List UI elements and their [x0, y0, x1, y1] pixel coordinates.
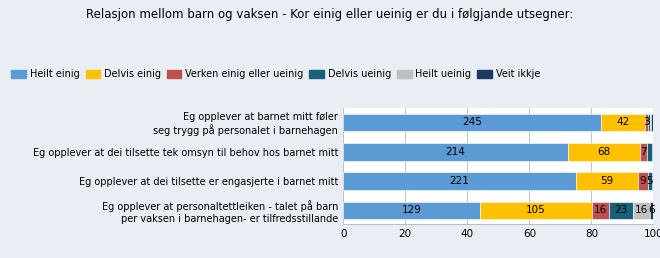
Bar	[343, 143, 568, 160]
Text: 42: 42	[616, 117, 630, 127]
Text: 68: 68	[597, 147, 611, 157]
Text: 6: 6	[649, 205, 655, 215]
Bar	[650, 201, 653, 219]
Legend: Heilt einig, Delvis einig, Verken einig eller ueinig, Delvis ueinig, Heilt ueini: Heilt einig, Delvis einig, Verken einig …	[11, 69, 540, 79]
Bar	[633, 201, 650, 219]
Bar	[648, 114, 650, 131]
Bar	[650, 114, 651, 131]
Text: 16: 16	[593, 205, 607, 215]
Text: 9: 9	[640, 176, 646, 186]
Text: 129: 129	[402, 205, 422, 215]
Bar	[343, 201, 480, 219]
Bar	[609, 201, 633, 219]
Text: 245: 245	[462, 117, 482, 127]
Bar	[645, 114, 648, 131]
Text: 3: 3	[644, 117, 650, 127]
Text: 7: 7	[640, 147, 647, 157]
Bar	[638, 172, 647, 190]
Bar	[343, 114, 601, 131]
Text: 16: 16	[635, 205, 648, 215]
Bar	[651, 114, 653, 131]
Bar	[640, 143, 647, 160]
Bar	[576, 172, 638, 190]
Text: 105: 105	[526, 205, 546, 215]
Bar	[647, 143, 651, 160]
Bar	[480, 201, 591, 219]
Text: 221: 221	[449, 176, 469, 186]
Bar	[343, 172, 576, 190]
Text: 214: 214	[446, 147, 465, 157]
Bar	[601, 114, 645, 131]
Bar	[568, 143, 640, 160]
Text: 5: 5	[646, 176, 653, 186]
Text: 59: 59	[600, 176, 614, 186]
Bar	[651, 143, 653, 160]
Bar	[591, 201, 609, 219]
Text: 23: 23	[614, 205, 628, 215]
Bar	[647, 172, 652, 190]
Text: Relasjon mellom barn og vaksen - Kor einig eller ueinig er du i følgjande utsegn: Relasjon mellom barn og vaksen - Kor ein…	[86, 8, 574, 21]
